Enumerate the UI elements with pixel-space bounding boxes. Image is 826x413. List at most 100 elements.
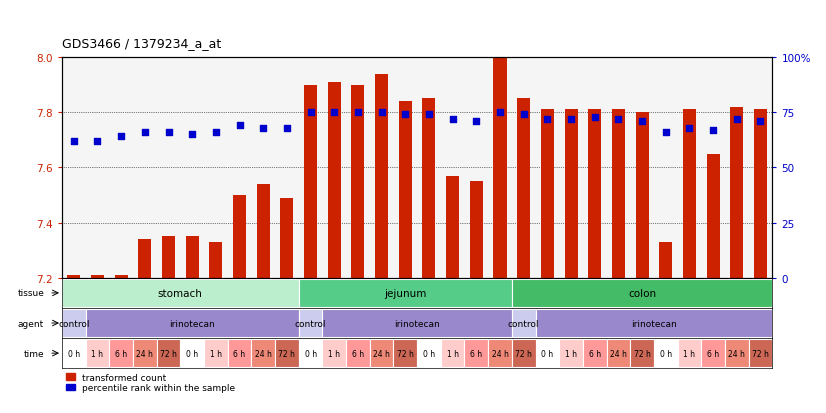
Bar <box>91 275 104 278</box>
Bar <box>299 309 322 337</box>
Point <box>541 116 554 123</box>
Bar <box>612 110 625 278</box>
Bar <box>86 339 109 367</box>
Text: 6 h: 6 h <box>234 349 245 358</box>
Point <box>564 116 577 123</box>
Bar <box>441 339 464 367</box>
Text: 72 h: 72 h <box>160 349 177 358</box>
Bar <box>280 198 293 278</box>
Bar <box>299 339 322 367</box>
Bar <box>754 110 767 278</box>
Text: irinotecan: irinotecan <box>169 319 215 328</box>
Bar <box>115 275 128 278</box>
Bar <box>417 339 441 367</box>
Text: 24 h: 24 h <box>729 349 745 358</box>
Point <box>162 129 175 136</box>
Bar <box>304 85 317 278</box>
Bar <box>541 110 554 278</box>
Point <box>304 109 317 116</box>
Text: 0 h: 0 h <box>541 349 553 358</box>
Text: 72 h: 72 h <box>752 349 769 358</box>
Bar <box>209 242 222 278</box>
Bar <box>535 309 772 337</box>
Bar <box>62 309 86 337</box>
Point <box>257 125 270 132</box>
Bar <box>328 83 341 278</box>
Bar <box>133 339 157 367</box>
Point <box>115 134 128 140</box>
Bar <box>493 58 506 278</box>
Point <box>328 109 341 116</box>
Bar <box>322 339 346 367</box>
Text: 1 h: 1 h <box>92 349 103 358</box>
Text: 0 h: 0 h <box>423 349 435 358</box>
Text: 0 h: 0 h <box>186 349 198 358</box>
Bar <box>706 154 719 278</box>
Bar <box>559 339 583 367</box>
Text: time: time <box>24 349 45 358</box>
Bar <box>488 339 512 367</box>
Point <box>754 119 767 125</box>
Bar <box>138 240 151 278</box>
Bar <box>659 242 672 278</box>
Point <box>730 116 743 123</box>
Text: 0 h: 0 h <box>660 349 672 358</box>
Text: 72 h: 72 h <box>634 349 651 358</box>
Point <box>209 129 222 136</box>
Bar <box>162 237 175 278</box>
Bar <box>535 339 559 367</box>
Bar <box>512 309 535 337</box>
Text: 24 h: 24 h <box>254 349 272 358</box>
Bar <box>583 339 606 367</box>
Text: tissue: tissue <box>17 289 45 298</box>
Text: GDS3466 / 1379234_a_at: GDS3466 / 1379234_a_at <box>62 37 221 50</box>
Bar <box>228 339 251 367</box>
Bar <box>204 339 228 367</box>
Text: 24 h: 24 h <box>136 349 154 358</box>
Point <box>422 112 435 119</box>
Text: irinotecan: irinotecan <box>394 319 440 328</box>
Bar <box>701 339 725 367</box>
Text: control: control <box>58 319 89 328</box>
Bar <box>730 107 743 278</box>
Text: 24 h: 24 h <box>491 349 509 358</box>
Point <box>635 119 648 125</box>
Point <box>138 129 151 136</box>
Text: 6 h: 6 h <box>352 349 364 358</box>
Text: 0 h: 0 h <box>68 349 80 358</box>
Text: control: control <box>295 319 326 328</box>
Point <box>588 114 601 121</box>
Bar <box>517 99 530 278</box>
Bar <box>86 309 299 337</box>
Bar <box>422 99 435 278</box>
Text: 1 h: 1 h <box>210 349 222 358</box>
Text: 6 h: 6 h <box>707 349 719 358</box>
Text: 24 h: 24 h <box>610 349 627 358</box>
Point <box>470 119 483 125</box>
Bar <box>67 275 80 278</box>
Bar <box>109 339 133 367</box>
Point <box>399 112 412 119</box>
Bar <box>299 279 512 307</box>
Bar <box>275 339 299 367</box>
Bar <box>399 102 412 278</box>
Bar <box>180 339 204 367</box>
Point <box>706 127 719 134</box>
Point <box>517 112 530 119</box>
Text: 1 h: 1 h <box>328 349 340 358</box>
Bar <box>748 339 772 367</box>
Bar <box>630 339 654 367</box>
Bar <box>251 339 275 367</box>
Point <box>493 109 506 116</box>
Bar <box>346 339 370 367</box>
Point <box>375 109 388 116</box>
Bar <box>512 339 535 367</box>
Point <box>659 129 672 136</box>
Text: stomach: stomach <box>158 288 202 298</box>
Text: 1 h: 1 h <box>447 349 458 358</box>
Point <box>91 138 104 145</box>
Bar <box>370 339 393 367</box>
Bar <box>635 113 648 278</box>
Bar <box>157 339 180 367</box>
Text: 0 h: 0 h <box>305 349 316 358</box>
